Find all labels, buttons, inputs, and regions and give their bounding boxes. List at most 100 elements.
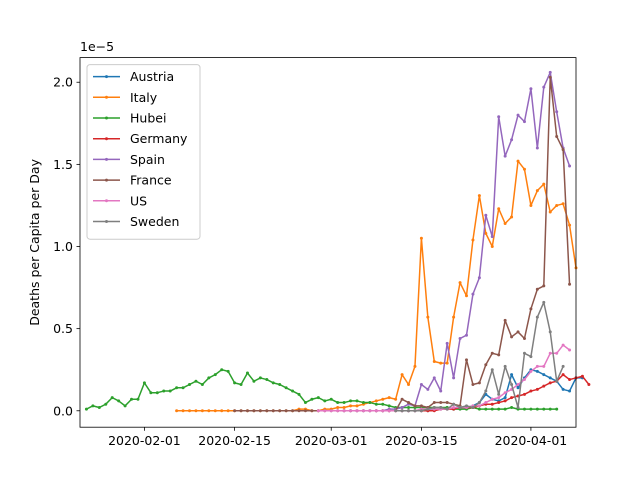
data-point (568, 378, 572, 382)
data-point (497, 401, 501, 405)
legend-label: France (130, 173, 172, 188)
legend-marker (105, 157, 108, 161)
data-point (439, 401, 443, 405)
data-point (271, 381, 275, 385)
data-point (522, 167, 526, 171)
legend-item-sweden: Sweden (93, 214, 179, 229)
data-point (432, 376, 436, 380)
data-point (542, 407, 546, 411)
data-point (136, 397, 140, 401)
data-point (91, 404, 95, 408)
data-point (220, 368, 224, 372)
x-tick-label: 2020-03-01 (295, 433, 368, 448)
legend-item-italy: Italy (93, 90, 158, 105)
legend-label: Germany (130, 131, 188, 146)
data-point (361, 409, 365, 413)
data-point (400, 409, 404, 413)
data-point (484, 231, 488, 235)
data-point (336, 401, 340, 405)
data-point (84, 407, 88, 411)
data-point (200, 382, 204, 386)
data-point (555, 379, 559, 383)
data-point (181, 386, 185, 390)
data-point (316, 396, 320, 400)
y-axis: 0.0 0.5 1.0 1.5 2.0 (53, 75, 80, 418)
data-point (284, 386, 288, 390)
data-point (510, 396, 514, 400)
data-point (168, 389, 172, 393)
data-point (349, 409, 353, 413)
data-point (310, 409, 314, 413)
data-point (542, 182, 546, 186)
data-point (220, 409, 224, 413)
plot-frame (79, 57, 577, 428)
data-point (497, 115, 501, 119)
series-line-us (318, 344, 571, 412)
data-point (535, 364, 539, 368)
data-point (503, 399, 507, 403)
data-point (555, 110, 559, 114)
data-point (548, 210, 552, 214)
data-point (568, 348, 572, 352)
data-point (381, 409, 385, 413)
data-point (413, 404, 417, 408)
data-point (542, 85, 546, 89)
data-point (265, 378, 269, 382)
data-point (349, 399, 353, 403)
data-point (561, 364, 565, 368)
data-point (477, 381, 481, 385)
data-point (336, 405, 340, 409)
data-point (548, 351, 552, 355)
data-point (522, 351, 526, 355)
data-point (497, 407, 501, 411)
data-point (510, 405, 514, 409)
data-point (516, 386, 520, 390)
series-sweden (394, 300, 565, 413)
data-point (490, 407, 494, 411)
data-point (510, 138, 514, 142)
data-point (271, 409, 275, 413)
legend-label: Spain (130, 152, 165, 167)
data-point (490, 397, 494, 401)
data-point (355, 409, 359, 413)
data-point (548, 70, 552, 74)
data-point (381, 402, 385, 406)
data-point (471, 405, 475, 409)
data-point (368, 409, 372, 413)
data-point (361, 401, 365, 405)
data-point (110, 396, 114, 400)
data-point (439, 405, 443, 409)
data-point (413, 409, 417, 413)
legend-label: Italy (130, 90, 158, 105)
data-point (503, 154, 507, 158)
data-point (580, 374, 584, 378)
data-point (477, 401, 481, 405)
data-point (477, 276, 481, 280)
legend-item-austria: Austria (93, 69, 174, 84)
data-point (568, 282, 572, 286)
data-point (439, 389, 443, 393)
legend-item-france: France (93, 173, 172, 188)
data-point (323, 409, 327, 413)
data-point (329, 409, 333, 413)
legend-marker (105, 95, 108, 99)
data-point (439, 361, 443, 365)
data-point (510, 373, 514, 377)
data-point (516, 405, 520, 409)
data-point (503, 407, 507, 411)
data-point (548, 330, 552, 334)
x-tick-label: 2020-02-15 (198, 433, 271, 448)
data-point (542, 364, 546, 368)
legend-label: US (130, 193, 147, 208)
data-point (381, 397, 385, 401)
data-point (342, 409, 346, 413)
x-tick-label: 2020-02-01 (108, 433, 181, 448)
legend-marker (105, 220, 108, 223)
data-point (542, 284, 546, 288)
data-point (568, 164, 572, 168)
data-point (316, 409, 320, 413)
data-point (529, 87, 533, 91)
data-point (561, 202, 565, 206)
data-point (407, 401, 411, 405)
data-point (484, 389, 488, 393)
